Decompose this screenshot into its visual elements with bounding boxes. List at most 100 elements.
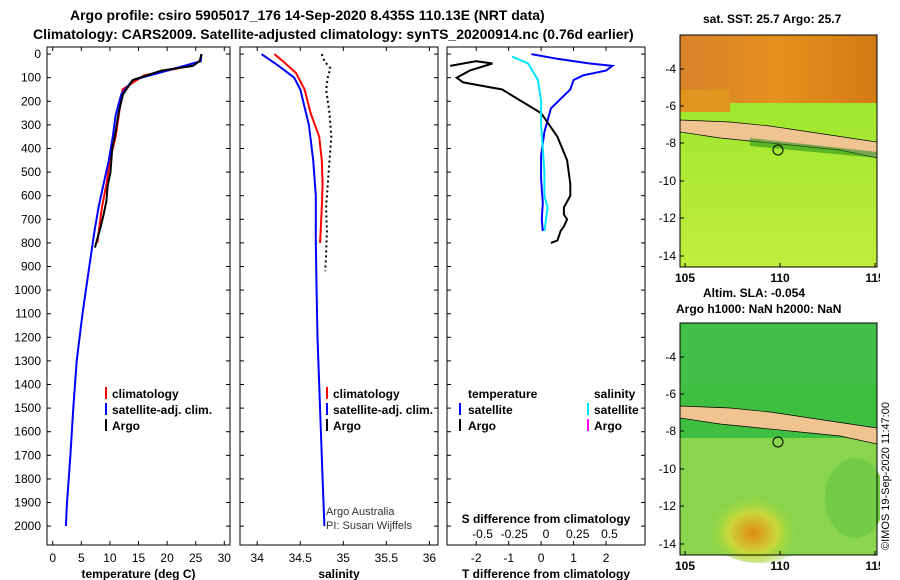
sla-map-axes: 105 110 115 -4 -6 -8 -10 -12 -14 [659,350,880,573]
map-y-tick-label: -6 [665,99,676,113]
panel-difference: -2 -1 0 1 2 T difference from climatology temp… [446,46,646,580]
x-tick-label: 10 [103,551,117,565]
secondary-axis-label: S difference from climatology [462,512,631,526]
map-x-tick-label: 110 [770,271,790,285]
x-tick-label: 30 [218,551,232,565]
map-y-tick-label: -10 [659,174,677,188]
map-x-tick-label: 115 [865,271,880,285]
map2-title-1: Altim. SLA: -0.054 [703,286,806,300]
x-tick-label: -1 [503,551,514,565]
series-temperature-argo [450,60,572,244]
sst-map: 105 110 115 -4 -6 -8 -10 -12 -14 [659,34,880,285]
y-tick-label: 500 [21,165,41,179]
y-tick-label: 1600 [14,425,41,439]
legend-entry: satellite [468,403,513,417]
legend-entry: satellite-adj. clim. [112,403,212,417]
legend-entry: Argo [333,419,361,433]
map-x-tick-label: 105 [675,271,695,285]
x-tick-label: 5 [78,551,85,565]
x-tick-label: -2 [471,551,482,565]
y-tick-label: 300 [21,118,41,132]
x-tick-label: 20 [160,551,174,565]
x-tick-label: 1 [570,551,577,565]
annotation: PI: Susan Wijffels [326,520,412,532]
x-tick-label: 34 [251,551,265,565]
series-argo [94,53,203,248]
x-tick-label: 15 [132,551,146,565]
sst-map-area [679,34,878,268]
map2-title-2: Argo h1000: NaN h2000: NaN [676,302,842,316]
secondary-tick-label: 0.25 [566,527,590,541]
x-tick-label: 0 [538,551,545,565]
x-axis-label: salinity [318,567,360,580]
map-y-tick-label: -6 [665,387,676,401]
plot-frame [239,46,439,546]
secondary-tick-label: 0.5 [601,527,618,541]
sla-map: 105 110 115 -4 -6 -8 -10 -12 -14 [659,322,880,573]
y-tick-label: 0 [34,47,41,61]
plot-frame [46,46,231,546]
map-x-tick-label: 105 [675,559,695,573]
y-tick-label: 1300 [14,354,41,368]
annotation: Argo Australia [326,506,395,518]
legend-entry: Argo [112,419,140,433]
x-axis-label: temperature (deg C) [81,567,195,580]
x-tick-label: 25 [189,551,203,565]
y-tick-label: 1800 [14,472,41,486]
y-tick-label: 200 [21,94,41,108]
y-tick-label: 600 [21,189,41,203]
legend-entry: climatology [112,387,179,401]
secondary-tick-label: 0 [543,527,550,541]
y-tick-label: 1400 [14,378,41,392]
y-tick-label: 2000 [14,519,41,533]
map-y-tick-label: -10 [659,462,677,476]
title-line-1: Argo profile: csiro 5905017_176 14-Sep-2… [70,7,545,23]
title-line-2: Climatology: CARS2009. Satellite-adjuste… [33,26,634,42]
map-x-tick-label: 110 [770,559,790,573]
legend-entry: temperature [468,387,538,401]
argo-location-marker-2 [772,436,784,448]
profile-plots: 0100200300400500600700800900100011001200… [14,46,646,580]
plot-frame [446,46,646,546]
y-tick-label: 1200 [14,330,41,344]
map-x-tick-label: 115 [865,559,880,573]
argo-location-marker [772,144,784,156]
series-satellite-adj-clim- [260,53,326,527]
legend-entry: climatology [333,387,400,401]
map-y-tick-label: -12 [659,211,677,225]
x-tick-label: 34.5 [289,551,313,565]
map-y-tick-label: -14 [659,249,677,263]
legend-entry: satellite [594,403,639,417]
y-tick-label: 800 [21,236,41,250]
legend-entry: satellite-adj. clim. [333,403,433,417]
map-y-tick-label: -12 [659,499,677,513]
imos-credit: ©IMOS 19-Sep-2020 11:47:00 [880,402,892,550]
series-argo [320,53,333,272]
y-tick-label: 400 [21,141,41,155]
map1-title: sat. SST: 25.7 Argo: 25.7 [703,12,842,26]
x-tick-label: 35 [337,551,351,565]
y-tick-label: 100 [21,71,41,85]
y-tick-label: 1700 [14,448,41,462]
sla-map-area [679,322,880,563]
map-y-tick-label: -8 [665,424,676,438]
y-tick-label: 900 [21,259,41,273]
map-y-tick-label: -4 [665,350,676,364]
panel-temperature: 0 100 200 300 400 500 600 700 800 900 1000 1100 1200… [14,46,232,580]
x-tick-label: 2 [603,551,610,565]
y-tick-label: 1900 [14,496,41,510]
secondary-tick-label: -0.5 [472,527,493,541]
y-tick-label: 1500 [14,401,41,415]
y-tick-label: 700 [21,212,41,226]
series-temperature-satellite [531,53,616,232]
y-tick-label: 1100 [15,307,41,321]
y-tick-label: 1000 [14,283,41,297]
secondary-tick-label: -0.25 [501,527,529,541]
legend-entry: Argo [594,419,622,433]
map-y-tick-label: -8 [665,136,676,150]
sst-map-axes: 105 110 115 -4 -6 -8 -10 -12 -14 [659,62,880,285]
x-axis-label: T difference from climatology [462,567,630,580]
map-y-tick-label: -14 [659,537,677,551]
legend-entry: Argo [468,419,496,433]
